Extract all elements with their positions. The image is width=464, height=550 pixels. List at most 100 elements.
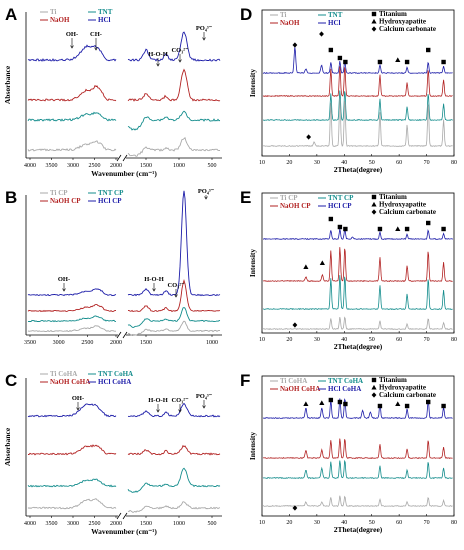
annotation-arrowhead [156, 409, 160, 413]
hydroxyapatite-marker [319, 400, 325, 405]
legend-entry: Ti [280, 11, 287, 19]
marker-legend-entry: Hydroxyapatite [379, 201, 426, 209]
legend-entry: NaOH [280, 19, 300, 27]
x-axis-label: Wavenumber (cm⁻¹) [91, 527, 157, 536]
xrd-trace-naoh [262, 66, 453, 98]
x-tick-label: 20 [286, 337, 292, 343]
titanium-marker [404, 226, 410, 232]
hydroxyapatite-marker [371, 18, 377, 24]
calcium-carbonate-marker [371, 209, 377, 215]
peak-annotation: CO₃²⁻ [167, 282, 185, 289]
x-tick-label: 70 [424, 160, 430, 166]
legend-entry: HCl CoHA [98, 378, 131, 386]
panel-c-svg: 4000 3500 3000 2500 2000 1500 1000 500 Wavenumbe… [3, 370, 222, 536]
x-tick-label: 1500 [140, 340, 152, 346]
x-tick-label: 30 [314, 337, 320, 343]
annotation-arrowhead [204, 196, 208, 200]
titanium-marker [371, 194, 377, 200]
x-tick-label: 80 [451, 160, 457, 166]
panel-e-xrd: 10 20 30 40 50 60 70 80 2Theta(degree) Intensity E… [232, 183, 464, 366]
hydroxyapatite-marker [395, 57, 401, 62]
legend-entry: TNT CP [328, 194, 354, 202]
legend-entry: NaOH CoHA [280, 385, 320, 393]
xrd-trace-hcl [262, 47, 453, 74]
axis-break-mark [116, 154, 122, 162]
x-tick-label: 2500 [89, 521, 101, 527]
axis-break-mark [116, 512, 122, 520]
legend-entry: TNT CoHA [328, 377, 363, 385]
peak-annotation: CH- [90, 31, 102, 38]
titanium-marker [371, 377, 377, 383]
peak-annotation: H-O-H [148, 51, 168, 58]
titanium-marker [328, 47, 334, 53]
x-tick-label: 70 [424, 337, 430, 343]
axis-break-mark [116, 331, 122, 339]
peak-annotation: H-O-H [148, 397, 168, 404]
x-tick-label: 500 [208, 163, 217, 169]
xrd-trace-hcl [262, 398, 453, 419]
titanium-marker [441, 403, 446, 409]
ftir-trace-naoh [27, 278, 221, 313]
xrd-trace-tnt [262, 90, 453, 122]
annotation-arrowhead [174, 294, 178, 298]
legend-entry: HCl [98, 16, 111, 24]
legend-entry: NaOH CP [50, 197, 81, 205]
marker-legend-entry: Calcium carbonate [379, 391, 436, 399]
panel-f-xrd: 10 20 30 40 50 60 70 80 2Theta(degree) Intensity F… [232, 366, 464, 550]
axis-break-mark [122, 331, 128, 339]
marker-legend-entry: Hydroxyapatite [379, 18, 426, 26]
peak-annotation: PO₄³⁻ [196, 25, 213, 32]
x-tick-label: 2000 [110, 340, 122, 346]
x-tick-label: 50 [369, 160, 375, 166]
x-tick-label: 3000 [67, 163, 79, 169]
annotation-arrowhead [202, 405, 206, 409]
legend-entry: TNT [98, 8, 113, 16]
x-tick-label: 500 [208, 521, 217, 527]
x-tick-label: 2500 [81, 340, 93, 346]
x-tick-label: 3000 [67, 521, 79, 527]
y-axis-label: Intensity [248, 432, 257, 461]
plot-frame [261, 192, 455, 334]
x-tick-label: 30 [314, 160, 320, 166]
annotation-arrowhead [94, 47, 98, 51]
annotation-arrowhead [156, 63, 160, 67]
hydroxyapatite-marker [395, 401, 401, 406]
panel-a-ftir: 4000 3500 3000 2500 2000 1500 1000 500 Wavenumbe… [0, 0, 232, 183]
ftir-trace-hcl [27, 190, 221, 297]
legend-entry: Ti [50, 8, 57, 16]
panel-letter: A [5, 5, 17, 24]
xrd-trace-ti [262, 98, 453, 147]
x-tick-label: 3500 [24, 340, 36, 346]
titanium-marker [377, 226, 383, 232]
annotation-arrowhead [178, 59, 182, 63]
hydroxyapatite-marker [371, 384, 377, 390]
x-tick-label: 2500 [89, 163, 101, 169]
calcium-carbonate-marker [292, 505, 298, 511]
ftir-trace-tnt [27, 110, 221, 131]
x-tick-label: 70 [424, 520, 430, 526]
x-tick-label: 80 [451, 337, 457, 343]
titanium-marker [377, 59, 383, 65]
titanium-marker [337, 399, 343, 405]
xrd-trace-ti [262, 495, 453, 507]
x-tick-label: 50 [369, 337, 375, 343]
x-tick-label: 60 [396, 160, 402, 166]
legend-entry: Ti CoHA [280, 377, 307, 385]
marker-legend-entry: Titanium [379, 193, 407, 201]
panel-letter: E [240, 188, 251, 207]
titanium-marker [343, 59, 348, 65]
marker-legend-entry: Titanium [379, 10, 407, 18]
titanium-marker [404, 403, 410, 409]
peak-annotation: PO₄³⁻ [196, 393, 213, 400]
annotation-arrowhead [202, 37, 206, 41]
ftir-trace-tnt [27, 306, 221, 328]
y-axis-label: Intensity [248, 249, 257, 278]
titanium-marker [404, 59, 410, 65]
x-tick-label: 30 [314, 520, 320, 526]
hydroxyapatite-marker [303, 264, 309, 269]
annotation-arrowhead [178, 409, 182, 413]
x-axis-label: 2Theta(degree) [334, 525, 383, 534]
hydroxyapatite-marker [319, 260, 325, 265]
legend-entry: HCl CP [328, 202, 352, 210]
ftir-trace-tnt [27, 467, 221, 493]
